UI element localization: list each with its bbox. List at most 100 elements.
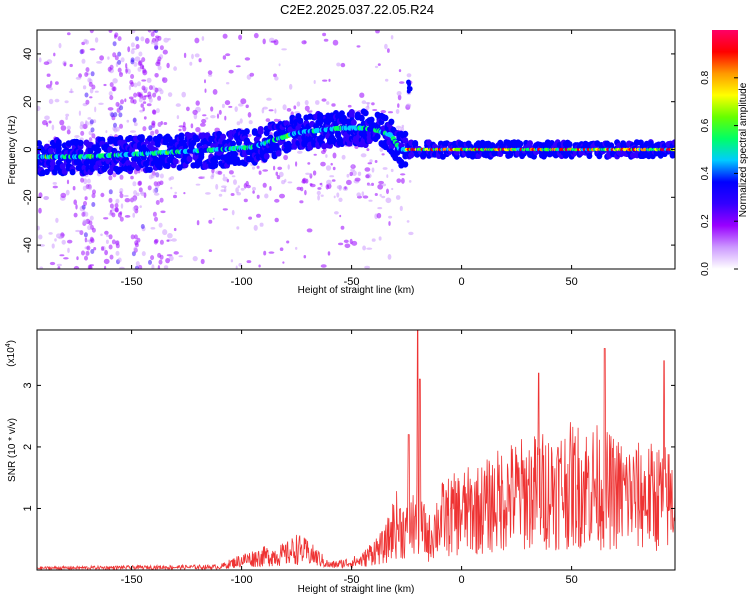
heatmap-cell [181, 91, 186, 98]
heatmap-cell [154, 45, 159, 50]
heatmap-cell [154, 87, 159, 93]
heatmap-cell [296, 186, 302, 191]
heatmap-cell [325, 165, 332, 171]
heatmap-cell [88, 220, 93, 226]
heatmap-cell [319, 182, 323, 186]
heatmap-cell [371, 102, 375, 106]
heatmap-cell [112, 86, 117, 92]
heatmap-cell [282, 104, 287, 111]
heatmap-cell [375, 30, 380, 34]
snr-y-tick-label: 2 [22, 444, 34, 450]
heatmap-cell [59, 119, 65, 126]
heatmap-cell [90, 127, 95, 133]
heatmap-cell [148, 125, 153, 131]
heatmap-cell [38, 207, 42, 214]
heatmap-cell [162, 229, 168, 236]
heatmap-x-tick-label: -100 [231, 276, 253, 288]
heatmap-cell [230, 259, 234, 263]
heatmap-cell [240, 187, 245, 191]
heatmap-cell [57, 266, 61, 269]
heatmap-cell [152, 188, 157, 194]
heatmap-cell [119, 188, 124, 193]
heatmap-cell [326, 179, 332, 185]
heatmap-cell [266, 97, 272, 101]
heatmap-cell [108, 30, 113, 33]
heatmap-cell [104, 265, 107, 269]
heatmap-cell [103, 83, 107, 87]
heatmap-cell [108, 244, 113, 250]
heatmap-cell [138, 97, 143, 103]
heatmap-cell [139, 205, 142, 209]
heatmap-cell [388, 221, 391, 226]
heatmap-cell [159, 89, 164, 95]
heatmap-cell [374, 133, 381, 140]
heatmap-cell [119, 174, 124, 180]
heatmap-cell [131, 30, 136, 34]
heatmap-cell [94, 90, 99, 93]
heatmap-cell [125, 62, 128, 69]
heatmap-cell [351, 164, 354, 168]
heatmap-cell [118, 112, 123, 118]
heatmap-cell [388, 143, 395, 150]
heatmap-cell [87, 148, 94, 155]
heatmap-cell [156, 181, 161, 187]
heatmap-cell [259, 222, 264, 227]
heatmap-cell [63, 62, 67, 67]
heatmap-cell [58, 42, 62, 49]
heatmap-cell [253, 224, 258, 231]
heatmap-cell [338, 242, 344, 246]
heatmap-cell [84, 72, 89, 77]
heatmap-cell [279, 247, 284, 251]
heatmap-cell [140, 36, 145, 42]
heatmap-marks [37, 30, 675, 269]
heatmap-cell [157, 95, 162, 101]
heatmap-cell [87, 225, 92, 231]
heatmap-cell [295, 161, 298, 167]
snr-scale-close: ) [6, 340, 17, 343]
heatmap-cell [230, 193, 235, 196]
heatmap-cell [388, 215, 393, 219]
heatmap-cell [159, 45, 164, 51]
heatmap-cell [361, 191, 365, 197]
heatmap-cell [196, 159, 203, 167]
heatmap-cell [43, 168, 50, 176]
heatmap-cell [104, 230, 109, 235]
heatmap-cell [322, 79, 328, 82]
heatmap-cell [53, 52, 56, 57]
heatmap-cell [178, 132, 185, 140]
heatmap-cell [130, 42, 135, 48]
heatmap-cell [167, 233, 173, 239]
heatmap-cell [212, 217, 215, 220]
heatmap-cell [154, 141, 161, 148]
heatmap-cell [405, 103, 412, 108]
heatmap-y-tick-label: 0 [22, 146, 34, 152]
heatmap-cell [286, 108, 292, 112]
heatmap-cell [366, 148, 370, 152]
heatmap-cell [141, 57, 146, 63]
heatmap-cell [340, 62, 346, 68]
heatmap-cell [190, 139, 197, 146]
heatmap-cell [366, 247, 373, 250]
heatmap-y-tick-label: 40 [22, 48, 34, 60]
heatmap-cell [287, 181, 293, 184]
heatmap-y-ticks: -40 -20 0 20 40 [22, 48, 675, 253]
heatmap-cell [70, 88, 73, 94]
heatmap-cell [204, 88, 207, 93]
heatmap-cell [364, 167, 371, 172]
heatmap-cell [178, 128, 182, 132]
heatmap-cell [103, 163, 110, 170]
heatmap-cell [109, 203, 114, 209]
heatmap-cell [317, 187, 322, 190]
heatmap-cell [89, 215, 94, 221]
heatmap-cell [110, 112, 115, 118]
heatmap-cell [153, 239, 158, 245]
heatmap-cell [136, 91, 141, 97]
snr-x-tick-label: -150 [121, 574, 143, 586]
heatmap-cell [336, 185, 342, 190]
heatmap-cell [334, 211, 339, 215]
heatmap-cell [150, 31, 155, 37]
heatmap-cell [243, 128, 250, 135]
heatmap-cell [178, 125, 185, 128]
heatmap-cell [59, 163, 66, 170]
snr-x-tick-label: -100 [231, 574, 253, 586]
